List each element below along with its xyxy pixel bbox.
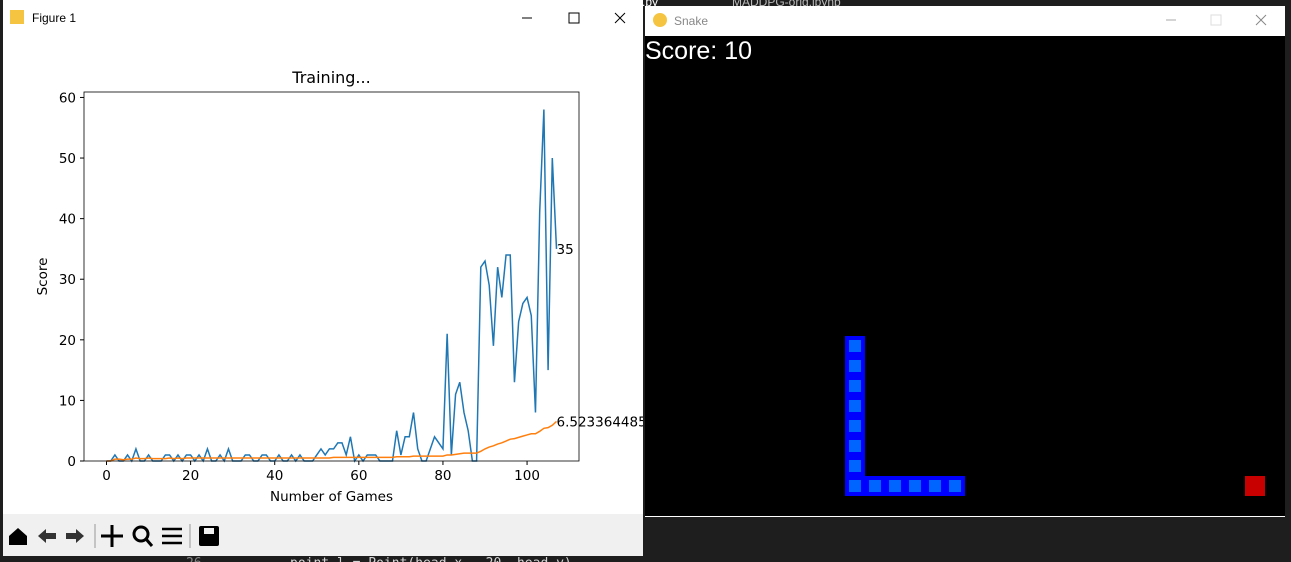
y-tick-label: 10: [59, 393, 76, 409]
snake-segment-inner: [869, 480, 881, 492]
close-button[interactable]: [614, 12, 626, 24]
snake-segment-inner: [849, 460, 861, 472]
tab[interactable]: MADDPG-orig.ipynb: [732, 0, 841, 9]
pan-button[interactable]: [101, 525, 123, 547]
maximize-button[interactable]: [568, 12, 580, 24]
last-value-label: 35: [557, 242, 574, 258]
y-tick-label: 20: [59, 333, 76, 349]
y-axis-label: Score: [35, 258, 51, 296]
configure-button[interactable]: [162, 527, 182, 545]
x-tick-label: 40: [266, 468, 283, 484]
toolbar: [3, 514, 643, 556]
maximize-button[interactable]: [1210, 14, 1222, 26]
code-line: point_l = Point(head.x - 20, head.y): [290, 556, 572, 562]
snake-segment-inner: [849, 440, 861, 452]
y-tick-label: 0: [67, 454, 76, 470]
x-tick-label: 0: [102, 468, 111, 484]
snake-window: Snake Score: 10: [645, 6, 1285, 517]
snake-segment-inner: [849, 360, 861, 372]
score: Score: 10: [645, 37, 752, 65]
last-value-label: 6.523364485: [557, 414, 647, 430]
app-icon: [10, 10, 24, 24]
snake-segment-inner: [849, 420, 861, 432]
zoom-button[interactable]: [132, 525, 150, 543]
save-icon-part: [204, 528, 214, 534]
close-button[interactable]: [1255, 14, 1267, 26]
x-tick-label: 20: [182, 468, 199, 484]
snake: [845, 336, 965, 496]
x-tick-label: 80: [434, 468, 451, 484]
y-tick-label: 50: [59, 151, 76, 167]
chart: Training... Number of Games Score 0 20 40 60 80…: [35, 68, 647, 505]
snake-segment-inner: [849, 380, 861, 392]
figure-window: Figure 1 Training... Number of Games Score…: [3, 0, 647, 556]
plot-frame: [83, 91, 580, 462]
snake-segment-inner: [889, 480, 901, 492]
zoom-handle: [144, 538, 154, 547]
y-tick-label: 30: [59, 272, 76, 288]
game-canvas: [645, 36, 1285, 516]
snake-segment-inner: [909, 480, 921, 492]
snake-segment-inner: [849, 340, 861, 352]
app-icon: [653, 13, 667, 27]
y-tick-label: 40: [59, 212, 76, 228]
x-tick-label: 100: [514, 468, 540, 484]
y-tick-label: 60: [59, 90, 76, 106]
back-button[interactable]: [38, 529, 56, 543]
series-line: [106, 109, 558, 463]
window-title: Snake: [674, 14, 708, 28]
snake-segment-inner: [849, 480, 861, 492]
chart-title: Training...: [291, 68, 370, 87]
snake-segment-inner: [949, 480, 961, 492]
plot-area: [106, 109, 558, 463]
home-button[interactable]: [9, 528, 27, 545]
line-number: 26: [186, 556, 202, 562]
forward-button[interactable]: [66, 529, 84, 543]
series-line: [106, 420, 558, 462]
snake-segment-inner: [849, 400, 861, 412]
x-axis-label: Number of Games: [270, 489, 393, 505]
food: [1245, 476, 1265, 496]
x-tick-label: 60: [350, 468, 367, 484]
snake-segment-inner: [929, 480, 941, 492]
window-title: Figure 1: [32, 11, 76, 25]
window-bg: [3, 0, 643, 556]
